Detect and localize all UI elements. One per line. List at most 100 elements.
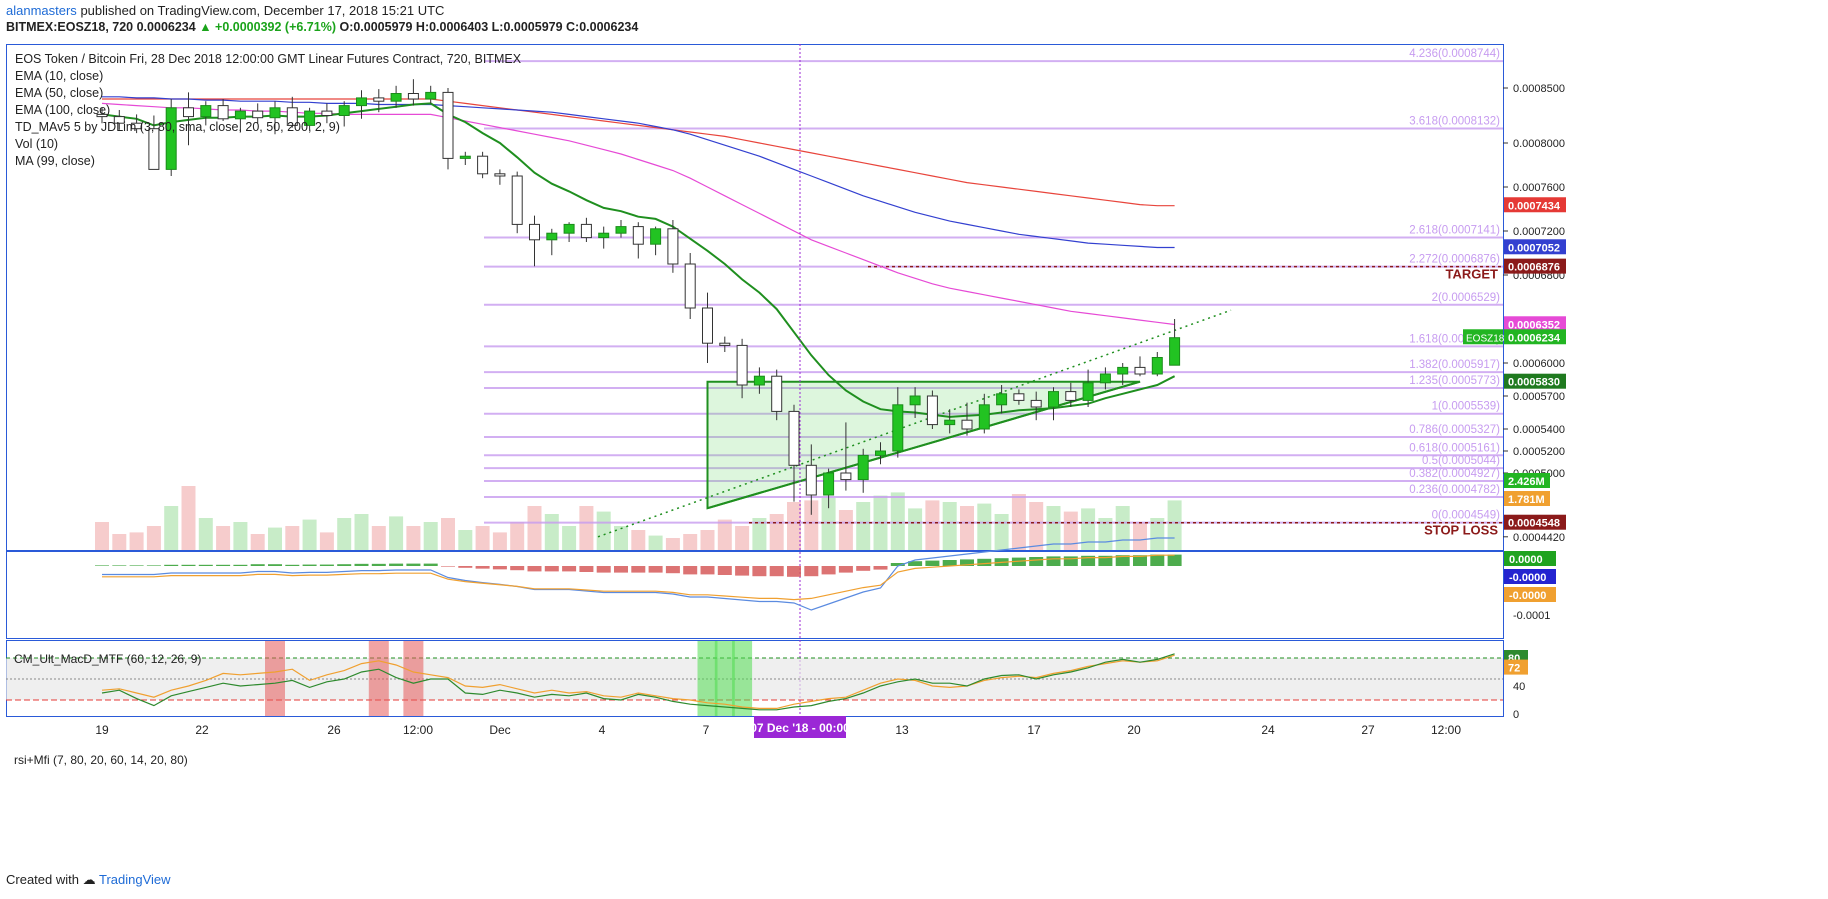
candle <box>442 91 454 159</box>
volume-bar <box>735 526 750 550</box>
candle <box>304 110 316 126</box>
ema10-line <box>101 102 1176 418</box>
macd-histogram-bar <box>787 566 801 577</box>
volume-bar <box>371 526 386 550</box>
x-tick-label: 12:00 <box>403 723 433 737</box>
macd-histogram-bar <box>1150 554 1165 566</box>
chart-area[interactable]: 4.236(0.0008744) 3.618(0.0008132) 2.618(0.… <box>6 44 1824 866</box>
volume-bar <box>977 503 992 550</box>
volume-bar <box>1115 506 1130 550</box>
x-tick-label: 24 <box>1261 723 1275 737</box>
volume-bar <box>319 532 334 550</box>
candle <box>96 113 108 118</box>
candle <box>580 223 592 239</box>
rsi-title[interactable]: rsi+Mfi (7, 80, 20, 60, 14, 20, 80) <box>14 753 188 767</box>
volume-bar <box>129 532 144 550</box>
volume-bar <box>302 519 317 550</box>
macd-label-text: 0.0000 <box>1509 554 1543 566</box>
macd-histogram-bar <box>233 564 248 566</box>
price-chart[interactable]: 4.236(0.0008744) 3.618(0.0008132) 2.618(0.… <box>6 44 1824 866</box>
macd-histogram-bar <box>389 563 404 566</box>
macd-histogram-bar <box>908 561 923 566</box>
price-tick-label: 0.0005200 <box>1513 446 1565 458</box>
price-label-text: 0.0006352 <box>1508 319 1560 331</box>
candle <box>511 175 523 225</box>
price-label-box <box>1504 316 1566 332</box>
x-tick-label: 19 <box>95 723 109 737</box>
legend-ma[interactable]: MA (99, close) <box>15 154 95 168</box>
fib-level-label: 0.236(0.0004782) <box>1409 484 1500 496</box>
volume-bar <box>614 526 628 550</box>
macd-histogram-bar <box>769 566 784 577</box>
candle <box>183 107 194 118</box>
macd-label-box <box>1504 587 1556 602</box>
candle <box>148 128 160 170</box>
price-tick-label: 0.0007200 <box>1513 226 1565 238</box>
target-label: TARGET <box>1446 267 1499 282</box>
rsi-signal-zone <box>732 641 753 716</box>
volume-bar <box>423 522 438 550</box>
volume-bar <box>700 530 715 550</box>
volume-bar <box>492 532 507 550</box>
volume-bar <box>441 518 455 550</box>
price-tick-label: 0.0007600 <box>1513 182 1565 194</box>
candle <box>875 450 886 456</box>
macd-histogram-bar <box>1167 554 1182 566</box>
legend-ema50[interactable]: EMA (50, close) <box>15 86 104 100</box>
fib-level-label: 1(0.0005539) <box>1432 401 1501 413</box>
candle <box>771 375 783 412</box>
macd-histogram-bar <box>146 565 161 566</box>
macd-histogram-bar <box>579 566 594 572</box>
candle <box>753 375 765 386</box>
macd-histogram-bar <box>804 566 819 577</box>
candle <box>1013 393 1025 401</box>
candle <box>529 223 540 241</box>
macd-title[interactable]: CM_Ult_MacD_MTF (60, 12, 26, 9) <box>14 652 202 666</box>
legend-vol[interactable]: Vol (10) <box>15 137 59 151</box>
volume-bar <box>1063 511 1078 550</box>
macd-histogram-bar <box>112 565 127 566</box>
volume-bar <box>216 526 231 550</box>
legend-ema100[interactable]: EMA (100, close) <box>15 103 111 117</box>
volume-bar <box>942 502 957 550</box>
price-tick-label: 0.0005700 <box>1513 391 1565 403</box>
candle <box>477 155 489 175</box>
rsi-signal-zone <box>714 641 735 716</box>
volume-bar <box>717 519 732 550</box>
x-tick-label: 27 <box>1361 723 1375 737</box>
volume-bar <box>285 526 300 550</box>
fib-level-label: 2.618(0.0007141) <box>1409 224 1500 236</box>
candle <box>563 223 575 234</box>
macd-histogram-bar <box>925 560 940 566</box>
volume-bar <box>1150 518 1165 550</box>
legend-ema10[interactable]: EMA (10, close) <box>15 69 104 83</box>
volume-bar <box>562 526 577 550</box>
candle <box>286 107 298 126</box>
author-link[interactable]: alanmasters <box>6 3 77 18</box>
candle <box>892 404 904 452</box>
macd-histogram-bar <box>302 564 317 566</box>
candle <box>269 107 281 119</box>
candle <box>667 228 679 265</box>
volume-bar <box>1081 508 1096 550</box>
candle <box>494 173 506 177</box>
footer: Created with ☁ TradingView <box>6 872 171 888</box>
volume-bar <box>683 534 698 550</box>
macd-signal-line <box>102 554 1175 601</box>
x-tick-label: 7 <box>703 723 710 737</box>
tradingview-link[interactable]: TradingView <box>99 872 171 887</box>
x-tick-label: 17 <box>1027 723 1041 737</box>
macd-histogram-bar <box>735 566 750 576</box>
macd-histogram-bar <box>527 566 542 572</box>
price-tick-label: 0.0008500 <box>1513 83 1565 95</box>
volume-bar <box>233 522 248 550</box>
volume-bar <box>804 500 819 550</box>
fib-level-label: 0.5(0.0005044) <box>1422 455 1500 467</box>
candle <box>684 263 696 309</box>
fib-level-label: 1.382(0.0005917) <box>1409 359 1500 371</box>
legend-td[interactable]: TD_MAv5 5 by JDLim (3, 80, sma, close, 2… <box>15 120 340 134</box>
volume-bar <box>198 518 213 550</box>
volume-bar <box>994 514 1009 550</box>
rsi-tick-label: 40 <box>1513 681 1525 693</box>
fib-level-label: 0.382(0.0004927) <box>1409 468 1500 480</box>
